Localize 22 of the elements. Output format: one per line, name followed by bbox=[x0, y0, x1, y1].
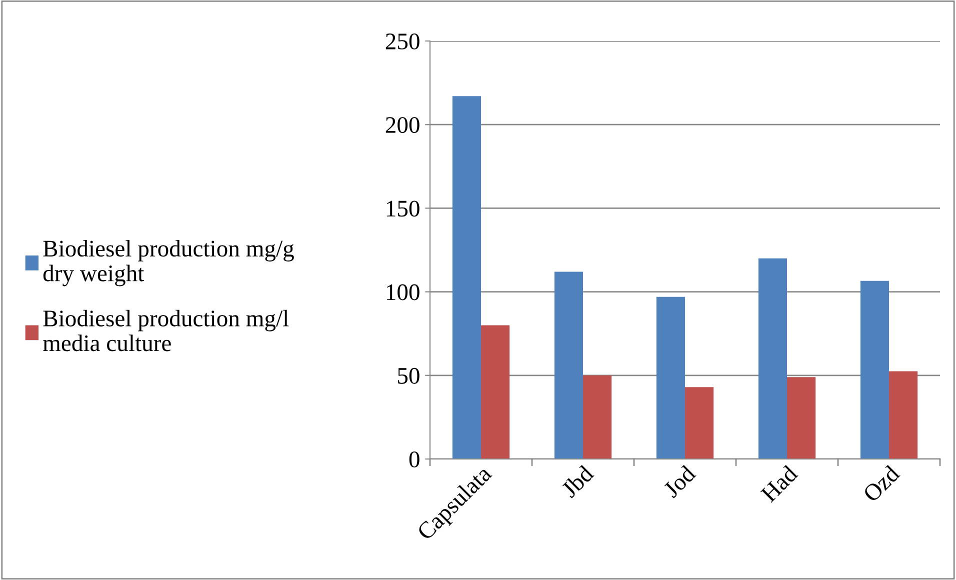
legend-label: Biodiesel production mg/l media culture bbox=[43, 310, 289, 352]
bar bbox=[758, 258, 787, 459]
bar bbox=[860, 280, 889, 459]
bar bbox=[481, 325, 510, 459]
x-tick-label: Jbd bbox=[560, 464, 595, 498]
bar bbox=[583, 375, 612, 459]
x-tick-label: Ozd bbox=[862, 464, 901, 503]
bar bbox=[685, 387, 714, 459]
y-tick-label: 150 bbox=[386, 200, 420, 217]
y-tick-label: 50 bbox=[398, 368, 420, 384]
bar bbox=[554, 272, 583, 459]
bar bbox=[452, 96, 481, 459]
x-tick-label: Jod bbox=[662, 464, 697, 498]
bar bbox=[889, 371, 918, 459]
y-tick-label: 100 bbox=[386, 284, 420, 300]
bar bbox=[787, 377, 816, 459]
y-tick-label: 200 bbox=[386, 117, 420, 134]
bar bbox=[656, 296, 685, 459]
y-tick-label: 0 bbox=[409, 451, 420, 468]
x-tick-label: Had bbox=[760, 464, 799, 503]
y-tick-label: 250 bbox=[386, 33, 420, 50]
legend-label: Biodiesel production mg/g dry weight bbox=[43, 240, 294, 286]
